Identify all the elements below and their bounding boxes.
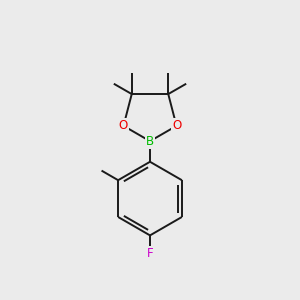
Text: O: O xyxy=(172,119,181,132)
Text: F: F xyxy=(147,248,153,260)
Text: O: O xyxy=(119,119,128,132)
Text: B: B xyxy=(146,135,154,148)
